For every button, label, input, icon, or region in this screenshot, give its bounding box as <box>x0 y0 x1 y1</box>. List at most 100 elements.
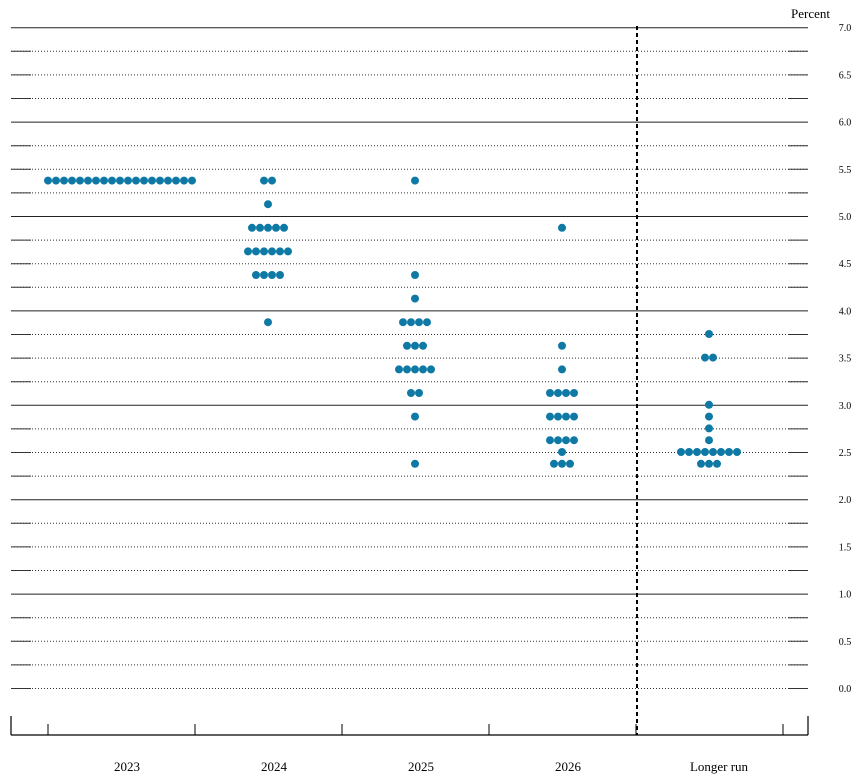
data-dot <box>92 176 100 185</box>
y-tick-label: 0.0 <box>839 684 852 695</box>
data-dot <box>264 318 272 327</box>
data-dot <box>156 176 164 185</box>
data-dot <box>427 365 435 374</box>
data-dot <box>407 389 415 397</box>
data-dot <box>733 448 741 456</box>
data-dot <box>554 389 562 397</box>
data-dot <box>60 176 68 185</box>
data-dot <box>554 412 562 421</box>
data-dot <box>140 176 148 185</box>
data-dot <box>108 176 116 185</box>
data-dot <box>268 247 276 256</box>
data-dot <box>419 365 427 374</box>
y-tick-label: 2.0 <box>839 495 852 506</box>
data-dot <box>395 365 403 374</box>
data-dot <box>570 412 578 421</box>
data-dot <box>562 436 570 445</box>
y-tick-label: 6.0 <box>839 118 852 129</box>
data-dot <box>558 448 566 456</box>
data-dot <box>713 459 721 468</box>
data-dot <box>188 176 196 185</box>
data-dot <box>252 247 260 256</box>
data-dot <box>411 176 419 185</box>
x-category-label: 2026 <box>555 759 582 774</box>
data-dot <box>164 176 172 185</box>
y-tick-label: 2.5 <box>839 448 852 459</box>
data-dot <box>399 318 407 327</box>
data-dot <box>260 247 268 256</box>
data-dot <box>415 389 423 397</box>
data-dot <box>705 459 713 468</box>
data-dot <box>550 459 558 468</box>
data-dot <box>180 176 188 185</box>
data-dot <box>52 176 60 185</box>
y-tick-label: 6.5 <box>839 70 852 81</box>
data-dot <box>252 271 260 279</box>
data-dot <box>705 412 713 421</box>
x-category-label: Longer run <box>690 759 749 774</box>
data-dot <box>256 223 264 232</box>
y-tick-label: 5.0 <box>839 212 852 223</box>
data-dot <box>411 459 419 468</box>
data-dot <box>260 271 268 279</box>
data-dot <box>423 318 431 327</box>
data-dot <box>172 176 180 185</box>
y-tick-label: 5.5 <box>839 165 852 176</box>
data-dot <box>562 389 570 397</box>
data-dot <box>268 176 276 185</box>
data-dot <box>244 247 252 256</box>
data-dot <box>701 448 709 456</box>
x-category-label: 2023 <box>114 759 140 774</box>
data-dot <box>705 400 713 409</box>
data-dot <box>411 365 419 374</box>
data-dot <box>705 436 713 445</box>
y-tick-label: 0.5 <box>839 637 852 648</box>
data-dot <box>116 176 124 185</box>
y-tick-label: 3.5 <box>839 354 852 365</box>
y-tick-label: 4.0 <box>839 306 852 317</box>
data-dot <box>84 176 92 185</box>
data-dot <box>546 436 554 445</box>
data-dot <box>403 365 411 374</box>
y-tick-label: 1.0 <box>839 590 852 601</box>
data-dot <box>717 448 725 456</box>
data-dot <box>558 365 566 374</box>
data-dot <box>276 247 284 256</box>
data-dot <box>280 223 288 232</box>
data-dot <box>570 436 578 445</box>
data-dot <box>248 223 256 232</box>
data-dot <box>693 448 701 456</box>
x-category-label: 2025 <box>408 759 434 774</box>
y-axis-unit-label: Percent <box>791 6 830 21</box>
data-dot <box>685 448 693 456</box>
data-dot <box>705 424 713 433</box>
data-dot <box>68 176 76 185</box>
data-dot <box>419 341 427 350</box>
data-dot <box>725 448 733 456</box>
data-dot <box>411 412 419 421</box>
data-dot <box>100 176 108 185</box>
data-dot <box>570 389 578 397</box>
y-tick-label: 1.5 <box>839 542 852 553</box>
data-dot <box>44 176 52 185</box>
data-dot <box>558 341 566 350</box>
data-dot <box>264 200 272 209</box>
data-dot <box>148 176 156 185</box>
data-dot <box>124 176 132 185</box>
data-dot <box>403 341 411 350</box>
data-dot <box>411 271 419 279</box>
data-dot <box>709 448 717 456</box>
data-dot <box>677 448 685 456</box>
data-dot <box>546 389 554 397</box>
data-dot <box>697 459 705 468</box>
data-dot <box>284 247 292 256</box>
data-dot <box>546 412 554 421</box>
data-dot <box>276 271 284 279</box>
data-dot <box>562 412 570 421</box>
data-dot <box>272 223 280 232</box>
data-dot <box>76 176 84 185</box>
data-dot <box>566 459 574 468</box>
x-category-label: 2024 <box>261 759 288 774</box>
data-dot <box>415 318 423 327</box>
